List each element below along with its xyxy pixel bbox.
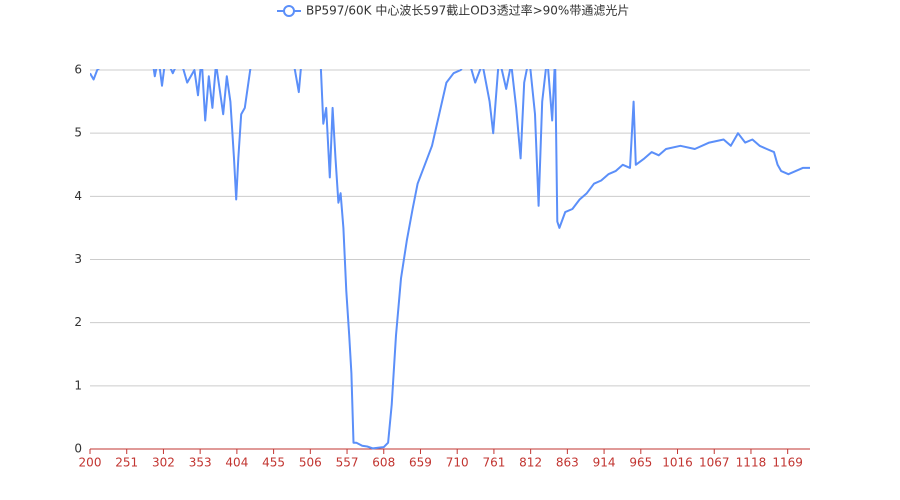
y-tick-label: 5 (74, 126, 82, 140)
x-tick-label: 1067 (699, 456, 730, 470)
x-tick-label: 557 (336, 456, 359, 470)
series-line (90, 69, 810, 450)
legend-label: BP597/60K 中心波长597截止OD3透过率>90%带通滤光片 (306, 3, 629, 18)
y-tick-label: 1 (74, 378, 82, 392)
y-tick-label: 4 (74, 189, 82, 203)
x-tick-label: 455 (262, 456, 285, 470)
y-tick-label: 6 (74, 63, 82, 77)
x-tick-label: 353 (189, 456, 212, 470)
x-tick-label: 1118 (736, 456, 767, 470)
x-tick-label: 914 (593, 456, 616, 470)
y-tick-label: 3 (74, 252, 82, 266)
y-tick-label: 2 (74, 315, 82, 329)
x-tick-label: 659 (409, 456, 432, 470)
x-tick-label: 506 (299, 456, 322, 470)
x-tick-label: 1016 (662, 456, 693, 470)
x-tick-label: 863 (556, 456, 579, 470)
x-tick-label: 404 (225, 456, 248, 470)
x-tick-label: 608 (372, 456, 395, 470)
x-tick-label: 812 (519, 456, 542, 470)
legend-symbol (283, 5, 295, 17)
legend[interactable]: BP597/60K 中心波长597截止OD3透过率>90%带通滤光片 (277, 3, 629, 18)
x-tick-label: 710 (446, 456, 469, 470)
x-tick-label: 302 (152, 456, 175, 470)
x-tick-label: 251 (115, 456, 138, 470)
x-tick-label: 200 (79, 456, 102, 470)
x-tick-label: 1169 (772, 456, 803, 470)
y-tick-label: 0 (74, 442, 82, 456)
x-tick-label: 965 (629, 456, 652, 470)
x-tick-label: 761 (482, 456, 505, 470)
